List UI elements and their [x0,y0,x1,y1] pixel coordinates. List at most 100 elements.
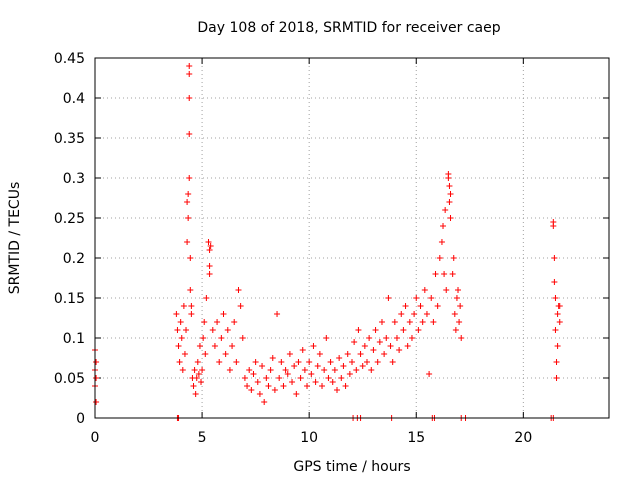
data-point [269,355,276,361]
data-point [239,335,246,341]
data-point [224,327,231,333]
data-point [413,295,420,301]
data-point [229,343,236,349]
data-point [214,319,221,325]
data-point [267,367,274,373]
data-point [396,347,403,353]
data-point [421,287,428,293]
data-point [263,375,270,381]
data-point [355,327,362,333]
data-point [93,399,100,405]
data-point [177,319,184,325]
data-point [368,367,375,373]
data-point [206,271,213,277]
data-point [183,327,190,333]
data-point [211,343,218,349]
data-point [402,303,409,309]
data-point [220,311,227,317]
data-point [203,295,210,301]
data-point [363,359,370,365]
data-point [312,379,319,385]
data-point [372,327,379,333]
data-point [446,183,453,189]
data-point [191,367,198,373]
y-tick-label: 0.15 [54,291,85,307]
data-point [237,303,244,309]
data-point [188,303,195,309]
data-point [381,351,388,357]
data-point [349,359,355,365]
data-point [187,255,194,261]
data-point [406,319,413,325]
data-point [378,319,385,325]
data-point [178,335,185,341]
data-point [346,371,353,377]
data-point [452,327,459,333]
y-tick-label: 0.2 [63,251,85,267]
data-point [185,215,192,221]
data-point [338,375,345,381]
data-point [297,375,304,381]
data-point [359,363,366,369]
data-point [342,383,349,389]
data-point [265,383,272,389]
data-point [186,71,193,77]
data-point [250,371,257,377]
data-point [222,351,229,357]
data-point [366,335,373,341]
data-point [374,359,381,365]
data-point [408,335,415,341]
data-point [456,319,463,325]
data-point [550,223,557,229]
data-point [383,335,390,341]
data-point [321,367,328,373]
data-point [361,343,368,349]
data-point [276,375,283,381]
data-point [428,295,435,301]
data-point [417,303,424,309]
data-point [301,367,308,373]
data-point [286,351,293,357]
data-point [291,363,298,369]
data-point [226,367,233,373]
y-axis-label: SRMTID / TECUs [7,182,23,295]
y-tick-label: 0.05 [54,371,85,387]
data-point [304,383,311,389]
data-point [175,343,182,349]
data-point [193,375,200,381]
data-point [244,383,251,389]
data-point [423,311,430,317]
data-point [316,351,323,357]
data-point [327,359,334,365]
x-tick-label: 5 [198,430,207,446]
data-point [450,255,457,261]
data-point [438,239,445,245]
data-point [554,343,561,349]
data-point [430,319,437,325]
data-point [205,239,212,245]
data-point [246,367,253,373]
data-point [179,367,186,373]
data-point [319,383,326,389]
data-point [357,351,364,357]
data-point [552,327,559,333]
data-point [432,271,439,277]
data-point [376,339,383,345]
data-point [209,327,216,333]
data-point [440,223,447,229]
data-point [449,271,456,277]
data-point [446,199,453,205]
data-point [314,363,321,369]
data-point [190,383,197,389]
points-layer [92,63,563,421]
data-point [400,327,407,333]
data-point [200,335,207,341]
data-point [206,263,213,269]
y-tick-label: 0.1 [63,331,85,347]
data-point [181,351,188,357]
data-point [252,359,259,365]
y-tick-label: 0.3 [63,171,85,187]
data-point [284,371,291,377]
data-point [447,191,454,197]
